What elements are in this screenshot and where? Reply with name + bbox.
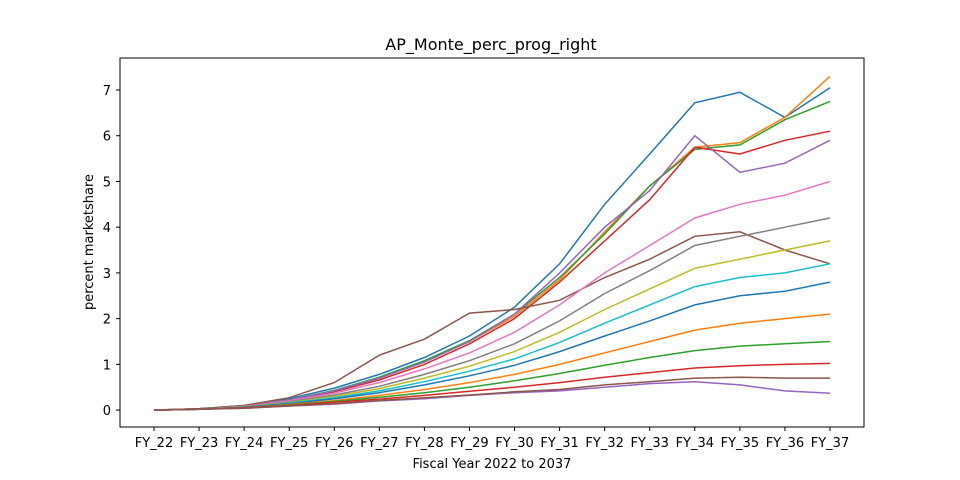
series-line-run_highest: [153, 87, 831, 411]
x-tick-label: FY_34: [676, 436, 714, 451]
series-line-run_high_b: [153, 100, 831, 411]
x-axis-label: Fiscal Year 2022 to 2037: [413, 457, 572, 472]
series-line-run_high_d: [153, 134, 831, 411]
series-group: [153, 75, 831, 411]
y-axis-ticks: 0 1 2 3 4 5 6 7: [103, 84, 120, 419]
y-tick-label: 0: [103, 404, 111, 419]
x-tick-label: FY_29: [450, 436, 488, 451]
x-tick-label: FY_23: [180, 436, 218, 451]
y-axis-label: percent marketshare: [82, 174, 97, 310]
y-tick-label: 2: [103, 313, 111, 328]
x-tick-label: FY_31: [540, 436, 578, 451]
series-line-run_mid_d: [153, 263, 831, 411]
series-line-run_mid_e: [153, 281, 831, 411]
x-tick-label: FY_27: [360, 436, 398, 451]
x-tick-label: FY_25: [270, 436, 308, 451]
y-tick-label: 4: [103, 221, 111, 236]
x-tick-label: FY_22: [135, 436, 173, 451]
axes-frame: [119, 57, 865, 428]
series-line-run_high_c: [153, 130, 831, 411]
y-tick-label: 5: [103, 175, 111, 190]
series-line-run_high_a: [153, 75, 831, 411]
y-tick-label: 1: [103, 358, 111, 373]
y-tick-label: 6: [103, 130, 111, 145]
series-line-run_mid_a: [153, 180, 831, 411]
x-tick-label: FY_33: [630, 436, 668, 451]
chart-title: AP_Monte_perc_prog_right: [385, 35, 596, 55]
x-tick-label: FY_26: [315, 436, 353, 451]
y-tick-label: 3: [103, 267, 111, 282]
series-line-run_mid_b: [153, 217, 831, 411]
x-tick-label: FY_32: [585, 436, 623, 451]
x-tick-label: FY_37: [811, 436, 849, 451]
x-tick-label: FY_28: [405, 436, 443, 451]
x-tick-label: FY_36: [766, 436, 804, 451]
x-tick-label: FY_35: [721, 436, 759, 451]
x-tick-label: FY_24: [225, 436, 263, 451]
series-line-run_early_peak: [153, 231, 831, 411]
x-tick-label: FY_30: [495, 436, 533, 451]
x-axis-ticks: FY_22 FY_23 FY_24 FY_25 FY_26 FY_27 FY_28 FY_29…: [135, 427, 849, 451]
y-tick-label: 7: [103, 84, 111, 99]
series-line-run_lowest_b: [153, 376, 830, 411]
